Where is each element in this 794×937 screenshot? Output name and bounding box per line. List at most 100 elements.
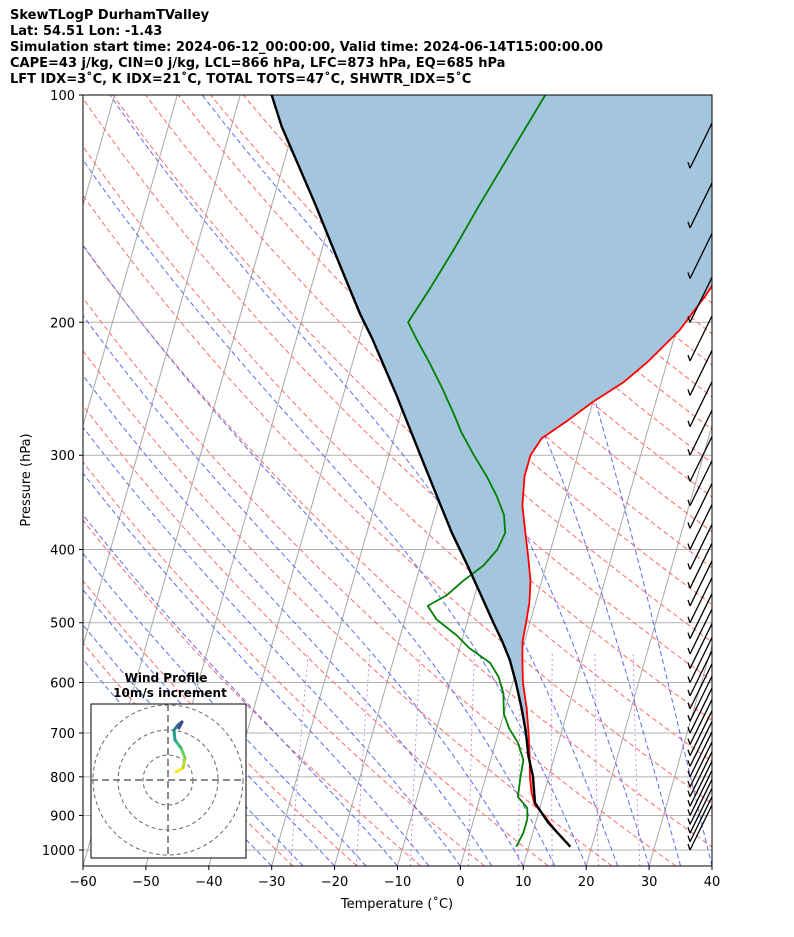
moist-adiabat [201, 95, 650, 866]
moist-adiabat [83, 314, 524, 866]
wind-barb-staff [689, 637, 713, 683]
moist-adiabat [83, 472, 430, 866]
moist-adiabat [109, 95, 619, 866]
hodograph-segment [179, 746, 187, 760]
wind-barb-flag [687, 818, 691, 825]
x-tick-label: −50 [132, 875, 159, 890]
wind-profile-inset: Wind Profile 10m/s increment [90, 671, 247, 859]
mixing-ratio-line [551, 653, 553, 866]
wind-barb-staff [689, 436, 713, 482]
figure-titles: SkewTLogP DurhamTValley Lat: 54.51 Lon: … [10, 8, 603, 88]
wind-barb-staff [689, 675, 713, 722]
hodograph-segment [177, 720, 184, 730]
wind-barb-staff [689, 787, 713, 834]
y-tick-label: 200 [50, 316, 75, 331]
wind-barb-flag [687, 475, 691, 482]
wind-barb-flag [687, 632, 691, 639]
moist-adiabat [83, 374, 493, 866]
wind-barb-flag [687, 676, 691, 683]
wind-barb-staff [689, 779, 713, 825]
wind-barb-staff [689, 608, 713, 655]
wind-barb-staff [689, 577, 713, 624]
wind-barb-staff [689, 560, 713, 607]
hodograph-segment [181, 756, 187, 770]
wind-barb-flag [687, 843, 691, 851]
y-tick-label: 400 [50, 544, 75, 559]
wind-barb-flag [687, 835, 691, 842]
wind-barb-flag [687, 809, 691, 816]
wind-barb-flag [687, 780, 691, 788]
y-tick-label: 700 [50, 727, 75, 742]
wind-barb-flag [687, 714, 691, 722]
cin-area [529, 776, 571, 847]
wind-barb-flag [687, 726, 691, 734]
wind-barb-flag [687, 420, 691, 427]
axis-ticks: −60 −50 −40 −30 −20 −10 0 10 20 30 40 1000 900 800 700… [42, 89, 720, 890]
wind-barb-staff [689, 731, 713, 778]
x-tick-label: −60 [69, 875, 96, 890]
moist-adiabat [83, 514, 398, 866]
wind-barb-staff [689, 381, 713, 427]
wind-barb-staff [689, 542, 713, 589]
wind-barb-flag [687, 522, 691, 529]
title-times: Simulation start time: 2024-06-12_00:00:… [10, 40, 603, 55]
moist-adiabat [83, 159, 587, 866]
wind-barb-staff [689, 770, 713, 816]
wind-barb-staff [689, 751, 713, 797]
mixing-ratio-line [355, 653, 371, 866]
wind-barb-flag [687, 738, 691, 745]
wind-barb-flag [687, 499, 691, 506]
dry-adiabat [83, 579, 358, 866]
wind-barb-staff [689, 710, 713, 756]
wind-barb-staff [689, 350, 713, 396]
wind-barb-flag [687, 161, 691, 169]
moist-adiabat [83, 426, 461, 866]
wind-barb-staff [689, 315, 713, 362]
dry-adiabat [340, 95, 712, 431]
wind-barb-flag [687, 760, 691, 767]
cape-area [271, 95, 712, 734]
isotherm-line [711, 864, 712, 866]
x-tick-label: 30 [641, 875, 658, 890]
y-tick-label: 600 [50, 677, 75, 692]
title-station: SkewTLogP DurhamTValley [10, 8, 210, 23]
title-indices: LFT IDX=3˚C, K IDX=21˚C, TOTAL TOTS=47˚C… [10, 72, 472, 87]
wind-barb-flag [687, 599, 691, 607]
x-tick-label: 40 [704, 875, 721, 890]
moist-adiabat [83, 552, 367, 866]
isotherm-line [648, 643, 712, 866]
wind-barb-staff [689, 623, 713, 669]
wind-barb-flag [687, 272, 691, 279]
wind-barb-flag [687, 662, 691, 669]
wind-barb-staff [689, 593, 713, 640]
title-location: Lat: 54.51 Lon: -1.43 [10, 24, 163, 39]
hodograph-segment [172, 728, 177, 742]
moist-adiabat [466, 95, 712, 866]
dry-adiabat [83, 642, 294, 866]
x-tick-label: −40 [195, 875, 222, 890]
wind-barb-flag [687, 543, 691, 550]
x-tick-label: 10 [515, 875, 532, 890]
y-axis-label: Pressure (hPa) [19, 433, 34, 526]
y-tick-label: 500 [50, 617, 75, 632]
wind-barb-staff [689, 524, 713, 570]
y-tick-label: 900 [50, 809, 75, 824]
inset-rings [91, 704, 246, 858]
wind-barb-flag [687, 790, 691, 797]
wind-barb-flag [687, 354, 691, 362]
y-tick-label: 100 [50, 89, 75, 104]
wind-barb-flag [687, 749, 691, 756]
wind-barb-staff [689, 182, 713, 229]
wind-barb-staff [689, 483, 713, 529]
isotherm-line [83, 95, 178, 428]
dry-adiabat [83, 519, 422, 866]
wind-barb-flag [687, 581, 691, 589]
wind-barb-flag [687, 563, 691, 570]
wind-barb-flag [687, 616, 691, 623]
inset-title: Wind Profile [125, 671, 208, 685]
y-tick-label: 1000 [42, 844, 75, 859]
x-tick-label: −20 [321, 875, 348, 890]
wind-barb-staff [689, 122, 713, 169]
dewpoint-line [407, 95, 547, 848]
